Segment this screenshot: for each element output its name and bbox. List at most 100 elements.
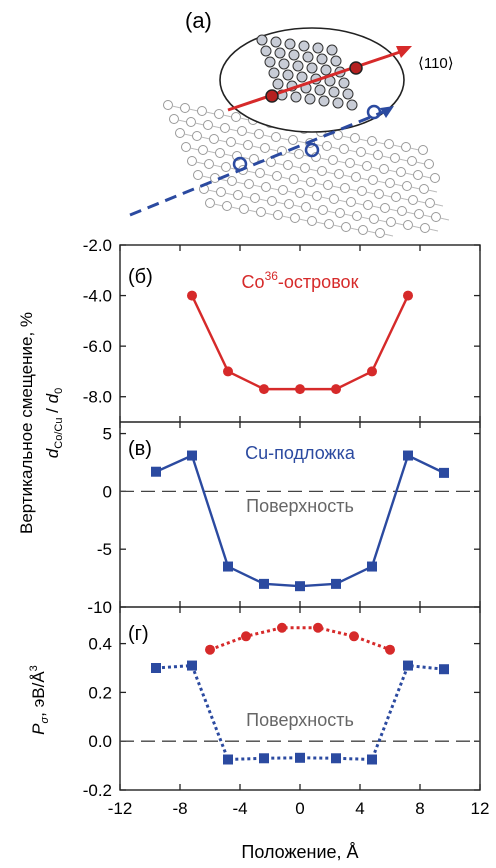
x-tick-label: 12 (471, 799, 490, 818)
lattice-bond (412, 226, 421, 228)
lattice-atom (323, 142, 332, 151)
lattice-atom (358, 187, 367, 196)
lattice-bond (189, 109, 198, 111)
island-atom (327, 45, 337, 55)
lattice-atom (223, 202, 232, 211)
lattice-bond (223, 115, 232, 117)
data-point (259, 579, 269, 589)
lattice-bond (382, 156, 391, 158)
island-atom (283, 70, 293, 80)
lattice-bond (400, 198, 409, 200)
substrate-annotation: Cu-подложка (245, 443, 356, 463)
lattice-atom (182, 143, 191, 152)
lattice-atom (232, 113, 241, 122)
lattice-bond (411, 187, 420, 189)
lattice-bond (331, 147, 340, 149)
island-atom (297, 72, 307, 82)
panel-b-label: (б) (128, 266, 153, 288)
lattice-bond (429, 229, 438, 231)
lattice-bond (297, 141, 306, 143)
data-point (367, 755, 377, 765)
lattice-atom (431, 174, 440, 183)
lattice-atom (228, 177, 237, 186)
island-atom (293, 61, 303, 71)
data-point (187, 451, 197, 461)
island-annotation-rest: -островок (278, 272, 359, 292)
data-point (403, 661, 413, 671)
lattice-bond (281, 177, 290, 179)
lattice-atom (285, 200, 294, 209)
lattice-bond (207, 151, 216, 153)
lattice-bond (225, 193, 234, 195)
y-tick-label: 0 (103, 482, 112, 501)
data-point (385, 645, 395, 655)
y-tick-label: -8.0 (83, 388, 112, 407)
data-point (259, 753, 269, 763)
lattice-bond (344, 214, 353, 216)
lattice-bond (316, 222, 325, 224)
lattice-atom (351, 134, 360, 143)
lattice-bond (337, 161, 346, 163)
lattice-bond (196, 162, 205, 164)
lattice-bond (247, 171, 256, 173)
lattice-bond (292, 166, 301, 168)
island-atom (317, 54, 327, 64)
lattice-atom (181, 104, 190, 113)
lattice-bond (440, 218, 449, 220)
lattice-atom (199, 146, 208, 155)
lattice-atom (319, 206, 328, 215)
lattice-atom (262, 183, 271, 192)
lattice-atom (284, 161, 293, 170)
lattice-atom (342, 223, 351, 232)
lattice-atom (268, 197, 277, 206)
lattice-atom (374, 151, 383, 160)
island-atom (291, 92, 301, 102)
panel-a-illustration: (a) ⟨110⟩ (130, 8, 454, 238)
x-tick-label: -12 (108, 799, 133, 818)
data-point (259, 384, 269, 394)
lattice-bond (178, 120, 187, 122)
lattice-atom (426, 199, 435, 208)
lattice-bond (327, 211, 336, 213)
lattice-atom (295, 150, 304, 159)
lattice-atom (392, 193, 401, 202)
island-atom (331, 56, 341, 66)
ylabel-bottom: Pσ, эВ/Å3 (28, 665, 51, 735)
lattice-bond (383, 195, 392, 197)
lattice-atom (425, 160, 434, 169)
panel-d-label: (г) (128, 623, 149, 645)
lattice-atom (187, 118, 196, 127)
data-point (331, 384, 341, 394)
y-tick-label: 0.0 (88, 732, 112, 751)
island-atom (347, 100, 357, 110)
lattice-bond (236, 182, 245, 184)
lattice-bond (248, 210, 257, 212)
lattice-bond (213, 165, 222, 167)
lattice-atom (357, 148, 366, 157)
plot-frame (120, 245, 480, 790)
lattice-bond (359, 139, 368, 141)
lattice-bond (320, 158, 329, 160)
lattice-atom (256, 169, 265, 178)
lattice-bond (423, 215, 432, 217)
data-point (187, 661, 197, 671)
lattice-atom (261, 144, 270, 153)
island-atom (271, 37, 281, 47)
island-atom (299, 41, 309, 51)
lattice-bond (240, 118, 249, 120)
island-annotation-base: Co (242, 272, 265, 292)
island-atom-marker (350, 62, 362, 74)
lattice-atom (206, 199, 215, 208)
y-tick-label: -5 (97, 540, 112, 559)
ylabel-top-line2: dCo/Cu / d0 (43, 388, 65, 458)
island-atom (333, 98, 343, 108)
island-atom (289, 50, 299, 60)
y-tick-label: -10 (87, 598, 112, 617)
lattice-atom (369, 176, 378, 185)
lattice-atom (402, 143, 411, 152)
lattice-bond (287, 191, 296, 193)
lattice-bond (275, 163, 284, 165)
lattice-atom (352, 173, 361, 182)
lattice-atom (334, 131, 343, 140)
data-point (241, 631, 251, 641)
